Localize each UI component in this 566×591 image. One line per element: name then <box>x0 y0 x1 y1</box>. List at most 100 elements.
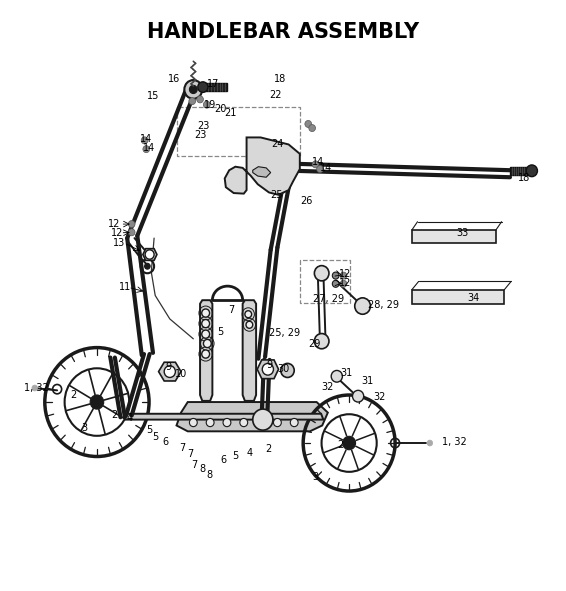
Polygon shape <box>510 167 532 175</box>
Polygon shape <box>200 300 212 401</box>
Circle shape <box>201 330 209 338</box>
Text: 18: 18 <box>274 74 286 84</box>
Text: 28, 29: 28, 29 <box>368 300 400 310</box>
Polygon shape <box>125 414 323 420</box>
Polygon shape <box>203 83 227 91</box>
Circle shape <box>273 418 281 427</box>
Text: 6: 6 <box>221 455 226 465</box>
Text: 12: 12 <box>338 269 351 280</box>
Circle shape <box>314 265 329 281</box>
Circle shape <box>164 366 175 378</box>
Text: 34: 34 <box>468 293 479 303</box>
Text: 4: 4 <box>246 448 252 458</box>
Text: 12: 12 <box>338 278 351 288</box>
Text: 5: 5 <box>232 452 238 462</box>
Circle shape <box>223 418 231 427</box>
Circle shape <box>331 371 342 382</box>
Text: 29: 29 <box>308 339 320 349</box>
Circle shape <box>203 339 211 348</box>
Text: 14: 14 <box>143 143 155 153</box>
Circle shape <box>32 385 37 391</box>
Circle shape <box>143 145 149 152</box>
Text: 18: 18 <box>518 173 530 183</box>
Polygon shape <box>225 138 300 195</box>
Text: 7: 7 <box>191 460 198 470</box>
Circle shape <box>340 272 347 279</box>
Circle shape <box>128 220 135 228</box>
Circle shape <box>141 137 148 144</box>
Text: 27, 29: 27, 29 <box>314 294 345 304</box>
Circle shape <box>353 390 364 402</box>
Text: 2: 2 <box>265 444 272 454</box>
Polygon shape <box>257 360 278 379</box>
Text: 2: 2 <box>70 390 76 400</box>
Text: 24: 24 <box>271 139 284 150</box>
Text: 26: 26 <box>301 196 313 206</box>
Circle shape <box>253 409 273 430</box>
Polygon shape <box>243 300 256 401</box>
Text: 33: 33 <box>456 229 469 238</box>
Circle shape <box>256 418 264 427</box>
Polygon shape <box>143 249 157 261</box>
Text: 1, 32: 1, 32 <box>24 383 49 393</box>
Circle shape <box>245 311 252 318</box>
Circle shape <box>332 272 339 279</box>
Circle shape <box>145 250 154 259</box>
Text: 23: 23 <box>197 121 209 131</box>
Polygon shape <box>412 290 504 304</box>
Text: 9: 9 <box>165 362 171 372</box>
Text: 7: 7 <box>179 443 185 453</box>
Text: 22: 22 <box>269 90 282 100</box>
Circle shape <box>340 280 347 287</box>
Circle shape <box>355 298 370 314</box>
Circle shape <box>290 418 298 427</box>
Circle shape <box>90 395 104 409</box>
Text: 13: 13 <box>113 238 126 248</box>
Text: 20: 20 <box>214 105 226 114</box>
Circle shape <box>281 363 294 378</box>
Text: 14: 14 <box>312 157 324 167</box>
Circle shape <box>144 264 150 269</box>
Circle shape <box>206 418 214 427</box>
Text: 8: 8 <box>206 470 212 480</box>
Circle shape <box>305 121 311 128</box>
Text: 12: 12 <box>111 228 123 238</box>
Circle shape <box>201 350 209 358</box>
Circle shape <box>427 440 432 446</box>
Circle shape <box>312 161 319 168</box>
Text: 12: 12 <box>108 219 120 229</box>
Text: 3: 3 <box>312 472 319 482</box>
Circle shape <box>246 322 253 328</box>
Circle shape <box>309 125 315 132</box>
Text: 31: 31 <box>341 368 353 378</box>
Circle shape <box>314 333 329 349</box>
Text: 31: 31 <box>361 376 373 386</box>
Text: 17: 17 <box>207 79 219 89</box>
Text: 32: 32 <box>373 392 385 402</box>
Text: 15: 15 <box>147 92 159 102</box>
Circle shape <box>189 98 196 105</box>
Circle shape <box>203 101 210 108</box>
Circle shape <box>198 82 208 92</box>
Text: 1, 32: 1, 32 <box>442 437 467 447</box>
Text: 9: 9 <box>267 359 273 369</box>
Text: 5: 5 <box>147 425 153 435</box>
Circle shape <box>342 436 355 450</box>
Circle shape <box>185 80 202 99</box>
Circle shape <box>240 418 248 427</box>
Text: 3: 3 <box>81 423 87 433</box>
Text: 30: 30 <box>277 364 289 374</box>
Polygon shape <box>253 167 271 177</box>
Text: 19: 19 <box>204 100 216 111</box>
Circle shape <box>190 418 198 427</box>
Text: 5: 5 <box>217 327 224 337</box>
Circle shape <box>316 165 323 173</box>
Text: 23: 23 <box>194 129 206 139</box>
Circle shape <box>201 320 209 327</box>
Text: 2: 2 <box>112 410 118 420</box>
Text: HANDLEBAR ASSEMBLY: HANDLEBAR ASSEMBLY <box>147 21 419 41</box>
Circle shape <box>190 85 198 93</box>
Text: 8: 8 <box>200 464 206 474</box>
Text: 25: 25 <box>270 190 282 200</box>
Text: 21: 21 <box>224 108 237 118</box>
